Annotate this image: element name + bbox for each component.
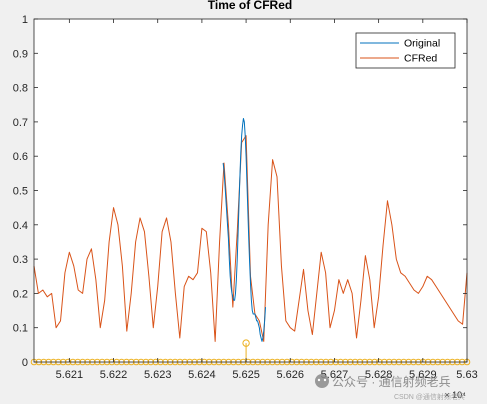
wechat-icon <box>315 374 329 388</box>
y-tick-label: 0.4 <box>13 220 28 232</box>
watermark: 公众号 · 通信射频老兵 CSDN @通信射频老兵 <box>315 374 465 401</box>
watermark-text: 公众号 · 通信射频老兵 <box>332 374 451 389</box>
y-tick-label: 0.6 <box>13 151 28 163</box>
x-tick-label: 5.63 <box>456 369 477 381</box>
y-tick-label: 0.8 <box>13 83 28 95</box>
y-tick-label: 0.3 <box>13 254 28 266</box>
legend-label-original: Original <box>404 38 440 50</box>
stem-peak-marker <box>242 339 250 347</box>
y-tick-label: 0.2 <box>13 288 28 300</box>
series-line-original <box>222 117 267 342</box>
x-tick-label: 5.628 <box>365 369 393 381</box>
y-tick-label: 1 <box>22 14 28 26</box>
x-tick-label: 5.623 <box>144 369 172 381</box>
plot-area <box>34 19 467 362</box>
legend-box <box>355 32 456 69</box>
legend-label-cfred: CFRed <box>404 53 437 65</box>
y-tick-label: 0.1 <box>13 323 28 335</box>
y-tick-label: 0.9 <box>13 48 28 60</box>
watermark-subtext: CSDN @通信射频老兵 <box>394 392 465 401</box>
x-tick-label: 5.625 <box>232 369 260 381</box>
x-tick-label: 5.621 <box>56 369 84 381</box>
x-tick-label: 5.622 <box>100 369 128 381</box>
x-tick-label: 5.626 <box>276 369 304 381</box>
x-axis-multiplier: × 10⁴ <box>444 390 466 400</box>
y-tick-label: 0.5 <box>13 186 28 198</box>
y-tick-label: 0.7 <box>13 117 28 129</box>
x-tick-label: 5.629 <box>409 369 437 381</box>
chart-title: Time of CFRed <box>208 0 292 12</box>
y-tick-label: 0 <box>22 357 28 369</box>
legend: Original CFRed <box>355 32 456 69</box>
x-tick-label: 5.624 <box>188 369 216 381</box>
